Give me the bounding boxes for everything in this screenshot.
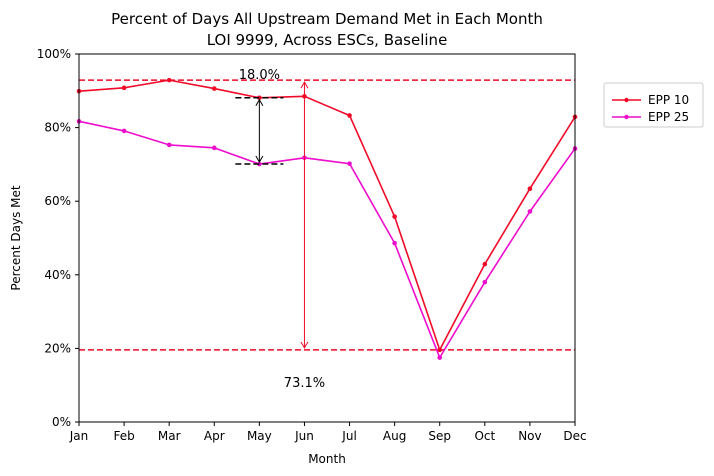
annotation-label-range: 73.1%: [284, 376, 325, 391]
x-tick-label-jun: Jun: [294, 429, 314, 443]
chart-title-line-2: LOI 9999, Across ESCs, Baseline: [207, 31, 448, 49]
y-axis-label: Percent Days Met: [9, 185, 23, 290]
legend-label-epp-25: EPP 25: [648, 110, 689, 124]
data-point-1-oct: [482, 279, 488, 285]
annotation-label-difference: 18.0%: [239, 68, 280, 83]
data-point-0-jul: [347, 113, 352, 118]
data-point-0-feb: [121, 85, 127, 91]
x-tick-label-aug: Aug: [383, 429, 406, 443]
series-line-0: [78, 79, 576, 351]
data-point-0-mar: [166, 77, 172, 83]
chart-title-line-1: Percent of Days All Upstream Demand Met …: [111, 10, 543, 28]
y-tick-label-5: 100%: [37, 47, 71, 61]
data-point-1-sep: [437, 355, 443, 360]
legend-marker-epp-25: [624, 114, 629, 120]
data-point-0-nov: [527, 186, 533, 191]
x-tick-label-may: May: [247, 429, 272, 443]
annotation-arrowhead-down: [255, 155, 264, 164]
annotation-arrowhead-up: [255, 98, 264, 107]
data-point-1-apr: [211, 145, 217, 151]
data-point-0-sep: [437, 347, 443, 353]
y-tick-label-3: 60%: [44, 194, 71, 208]
axes-frame: [78, 53, 576, 423]
x-tick-label-sep: Sep: [428, 429, 451, 443]
legend-marker-epp-10: [624, 97, 629, 103]
y-tick-label-2: 40%: [44, 268, 71, 282]
data-point-1-feb: [121, 128, 127, 134]
x-tick-label-feb: Feb: [113, 429, 134, 443]
x-tick-label-nov: Nov: [518, 429, 541, 443]
x-tick-label-mar: Mar: [158, 429, 181, 443]
data-point-0-apr: [211, 86, 217, 91]
data-point-0-oct: [482, 261, 488, 267]
legend-frame: [603, 82, 704, 128]
annotation-range-arrowhead-up: [300, 81, 309, 89]
annotation-range-arrowhead-down: [300, 341, 309, 349]
x-axis-label: Month: [308, 452, 346, 466]
x-tick-label-jan: Jan: [69, 429, 89, 443]
y-tick-label-0: 0%: [52, 415, 71, 429]
plot-area: 18.0% 73.1% Jan Feb Mar Apr May Jun Jul Aug Sep Oct…: [37, 47, 587, 443]
x-tick-label-dec: Dec: [563, 429, 586, 443]
x-tick-label-apr: Apr: [204, 429, 225, 443]
y-tick-label-1: 20%: [44, 341, 71, 355]
data-point-1-aug: [392, 240, 397, 246]
data-point-0-aug: [392, 214, 397, 219]
data-point-1-mar: [166, 142, 172, 148]
legend-label-epp-10: EPP 10: [648, 93, 689, 107]
series-line-1: [78, 120, 576, 359]
y-tick-label-4: 80%: [44, 121, 71, 135]
data-point-1-nov: [527, 209, 533, 214]
legend: EPP 10 EPP 25: [603, 82, 704, 128]
x-tick-label-oct: Oct: [474, 429, 495, 443]
data-point-1-jul: [347, 161, 352, 166]
x-tick-label-jul: Jul: [341, 429, 356, 443]
